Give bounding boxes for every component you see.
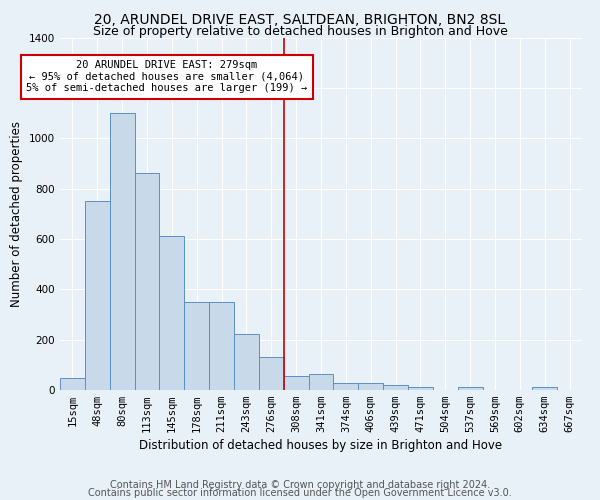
Bar bbox=[408, 387, 433, 390]
X-axis label: Distribution of detached houses by size in Brighton and Hove: Distribution of detached houses by size … bbox=[139, 440, 503, 452]
Bar bbox=[284, 376, 308, 390]
Text: 20 ARUNDEL DRIVE EAST: 279sqm
← 95% of detached houses are smaller (4,064)
5% of: 20 ARUNDEL DRIVE EAST: 279sqm ← 95% of d… bbox=[26, 60, 308, 94]
Bar bbox=[234, 334, 259, 390]
Bar bbox=[85, 201, 110, 390]
Bar bbox=[358, 383, 383, 390]
Text: Contains public sector information licensed under the Open Government Licence v3: Contains public sector information licen… bbox=[88, 488, 512, 498]
Bar bbox=[259, 357, 284, 390]
Bar bbox=[334, 383, 358, 390]
Y-axis label: Number of detached properties: Number of detached properties bbox=[10, 120, 23, 306]
Text: Contains HM Land Registry data © Crown copyright and database right 2024.: Contains HM Land Registry data © Crown c… bbox=[110, 480, 490, 490]
Bar bbox=[160, 236, 184, 390]
Bar bbox=[184, 302, 209, 390]
Bar bbox=[134, 174, 160, 390]
Text: Size of property relative to detached houses in Brighton and Hove: Size of property relative to detached ho… bbox=[92, 25, 508, 38]
Bar bbox=[209, 302, 234, 390]
Bar bbox=[110, 113, 134, 390]
Text: 20, ARUNDEL DRIVE EAST, SALTDEAN, BRIGHTON, BN2 8SL: 20, ARUNDEL DRIVE EAST, SALTDEAN, BRIGHT… bbox=[94, 12, 506, 26]
Bar bbox=[383, 385, 408, 390]
Bar bbox=[308, 374, 334, 390]
Bar bbox=[532, 388, 557, 390]
Bar bbox=[458, 388, 482, 390]
Bar bbox=[60, 378, 85, 390]
